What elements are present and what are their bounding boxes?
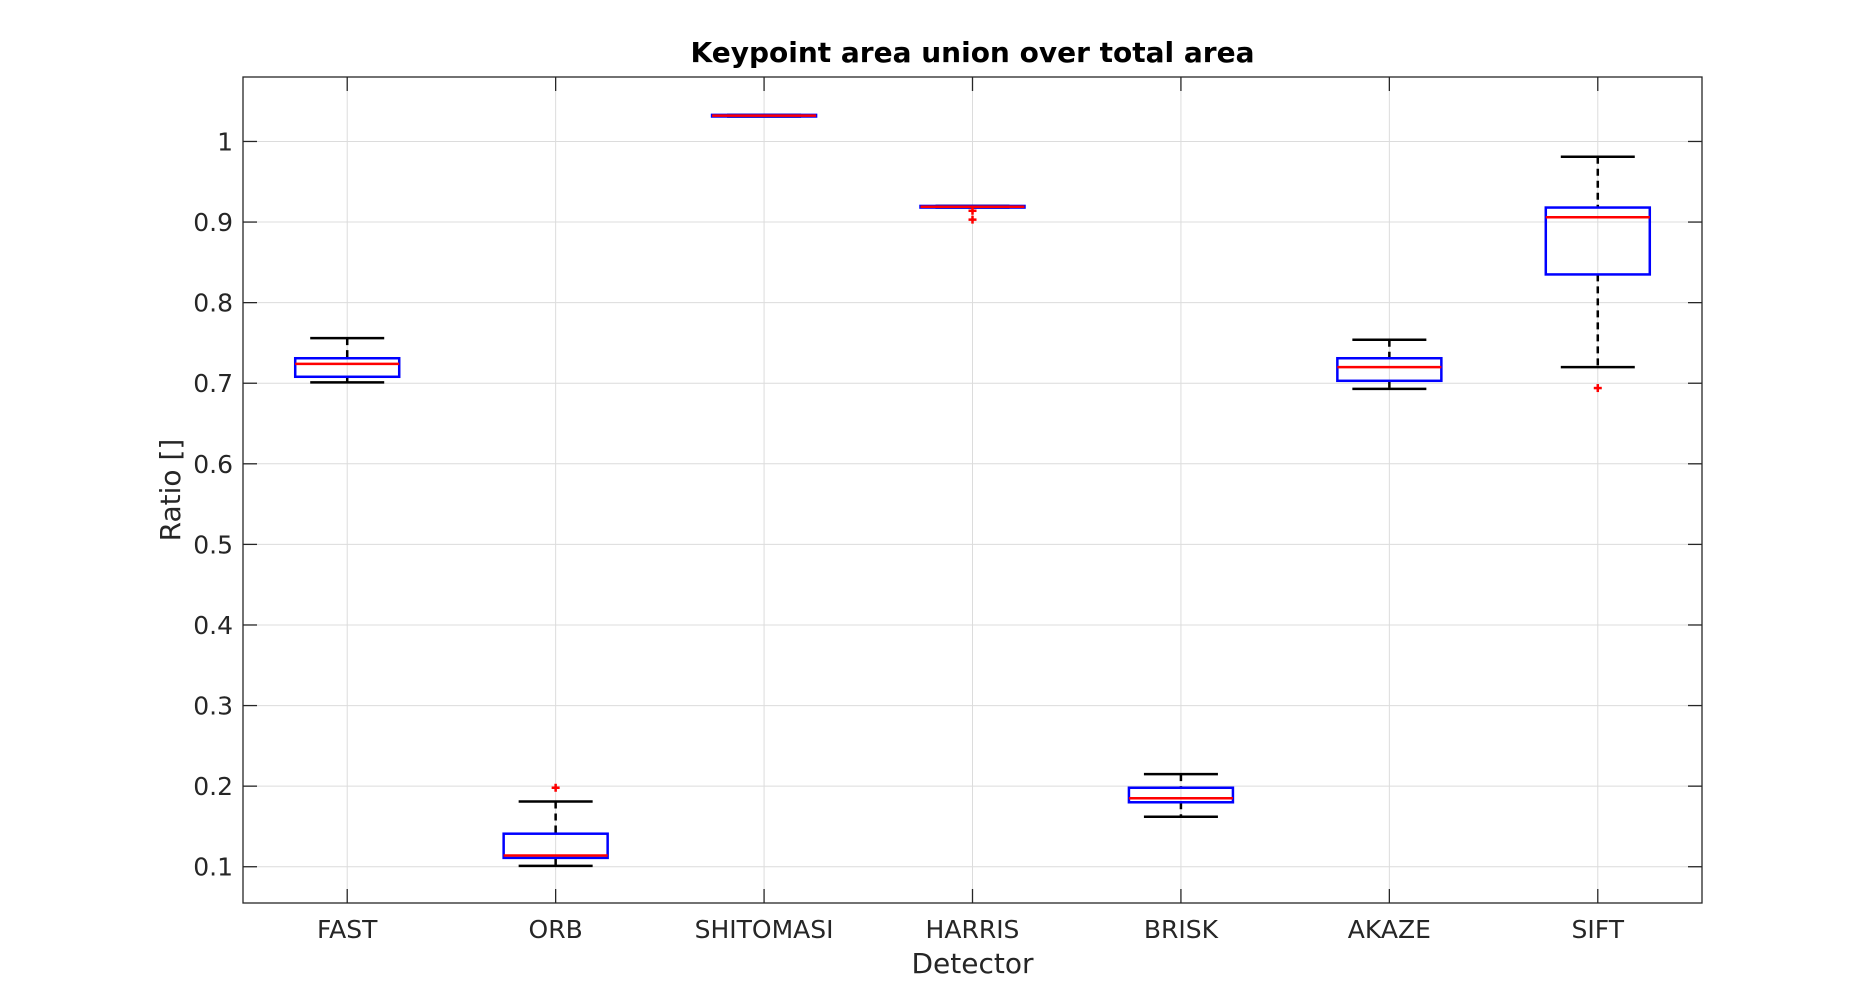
chart-title: Keypoint area union over total area bbox=[691, 36, 1255, 69]
x-tick-label: FAST bbox=[317, 915, 378, 944]
y-tick-label: 0.8 bbox=[193, 289, 233, 318]
box-iqr bbox=[1336, 356, 1443, 383]
x-tick-label: HARRIS bbox=[926, 915, 1020, 944]
y-axis-label: Ratio [] bbox=[154, 439, 187, 542]
y-tick-label: 0.6 bbox=[193, 450, 233, 479]
y-tick-label: 0.5 bbox=[193, 530, 233, 559]
y-tick-label: 1 bbox=[217, 127, 233, 156]
y-tick-label: 0.4 bbox=[193, 611, 233, 640]
boxes-layer bbox=[293, 113, 1652, 868]
outlier-marker bbox=[968, 206, 977, 215]
box-akaze bbox=[1336, 338, 1443, 391]
outlier-marker bbox=[1593, 384, 1602, 393]
box-orb bbox=[502, 783, 609, 868]
grid-lines bbox=[243, 77, 1702, 903]
axes: 0.1 0.2 0.3 0.4 0.5 0.6 0.7 0.8 0.9 1 FAST ORB SHITO… bbox=[193, 77, 1702, 944]
y-tick-label: 0.2 bbox=[193, 772, 233, 801]
x-axis-label: Detector bbox=[911, 947, 1033, 980]
box-brisk bbox=[1127, 772, 1235, 819]
x-tick-label: SHITOMASI bbox=[695, 915, 834, 944]
box-fast bbox=[293, 336, 401, 384]
x-tick-label: AKAZE bbox=[1348, 915, 1431, 944]
box-iqr bbox=[502, 832, 609, 860]
box-iqr bbox=[1544, 206, 1652, 276]
x-tick-label: BRISK bbox=[1144, 915, 1219, 944]
box-shitomasi bbox=[710, 113, 818, 118]
outlier-marker bbox=[968, 215, 977, 224]
x-tick-label: ORB bbox=[529, 915, 583, 944]
y-tick-label: 0.1 bbox=[193, 853, 233, 882]
outlier-marker bbox=[551, 783, 560, 792]
y-tick-label: 0.9 bbox=[193, 208, 233, 237]
box-iqr bbox=[293, 356, 401, 379]
y-tick-label: 0.7 bbox=[193, 369, 233, 398]
box-sift bbox=[1544, 155, 1652, 393]
box-iqr bbox=[1127, 786, 1235, 804]
y-tick-label: 0.3 bbox=[193, 692, 233, 721]
box-harris bbox=[919, 204, 1026, 224]
x-tick-label: SIFT bbox=[1572, 915, 1625, 944]
